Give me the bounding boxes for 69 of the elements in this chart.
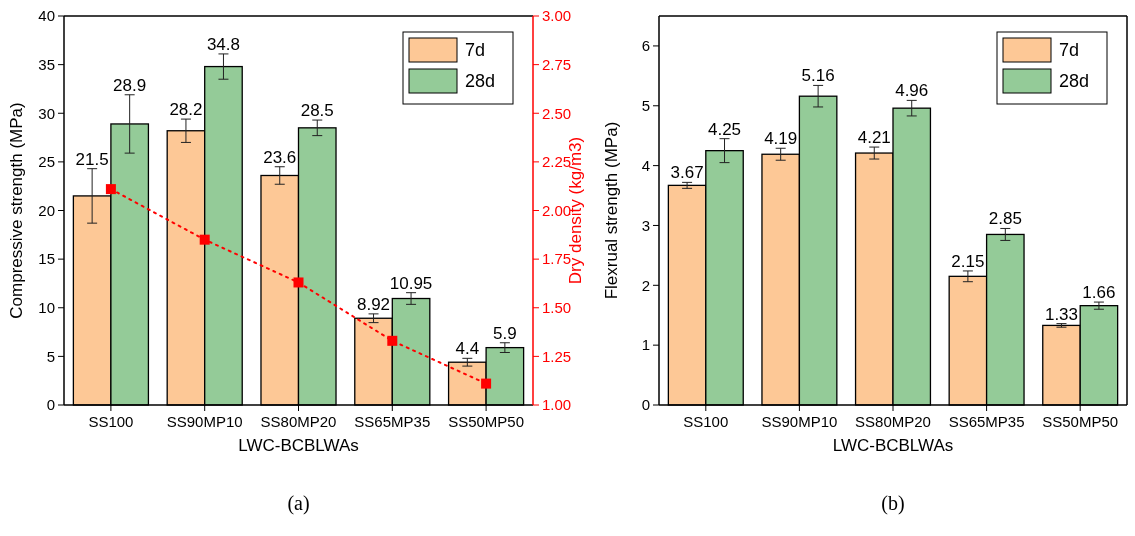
y-tick-label: 5 [46, 347, 55, 365]
data-label: 2.85 [988, 209, 1022, 229]
data-label: 21.5 [75, 149, 109, 169]
x-tick-label: SS100 [683, 413, 729, 430]
data-label: 5.16 [801, 66, 835, 86]
text: (a) [287, 492, 310, 515]
point [105, 184, 116, 195]
point [481, 378, 492, 389]
data-label: 4.96 [895, 81, 929, 101]
point [293, 277, 304, 288]
x-tick-label: SS90MP10 [166, 413, 243, 430]
x-tick-label: SS90MP10 [761, 413, 838, 430]
legend-label: 28d [465, 71, 496, 92]
data-label: 4.25 [707, 119, 742, 139]
x-tick-label: SS65MP35 [948, 413, 1025, 430]
data-label: 3.67 [670, 163, 704, 183]
x-tick-label: SS100 [88, 413, 134, 430]
data-label: 2.15 [951, 251, 985, 271]
y-tick-label: 4 [641, 156, 650, 174]
data-label: 28.5 [300, 101, 334, 121]
y2-tick-label: 2.50 [542, 104, 572, 122]
data-label: 4.19 [764, 129, 798, 149]
y-tick-label: 30 [38, 104, 55, 122]
x-tick-label: SS80MP20 [855, 413, 931, 430]
legend-label: 28d [1059, 71, 1090, 92]
y-tick-label: 2 [641, 276, 650, 294]
data-label: 1.33 [1044, 304, 1079, 324]
y-tick-label: 3 [641, 216, 650, 234]
legend-label: 7d [465, 40, 486, 61]
y-tick-label: 5 [641, 97, 650, 115]
y-tick-label: 1 [641, 336, 650, 354]
y-tick-label: 40 [38, 7, 55, 25]
data-label: 8.92 [356, 294, 391, 314]
data-label: 28.2 [169, 100, 203, 120]
y2-tick-label: 1.50 [542, 299, 572, 316]
y2-tick-label: 2.75 [542, 55, 572, 73]
data-label: 10.95 [389, 273, 433, 293]
legend-label: 7d [1059, 40, 1080, 61]
data-label: 5.9 [493, 323, 517, 343]
y2-tick-label: 3.00 [542, 7, 572, 25]
y-tick-label: 0 [641, 396, 650, 414]
y-tick-label: 15 [38, 250, 55, 268]
y-tick-label: 6 [641, 37, 650, 55]
y-axis-title: Compressive strength (MPa) [7, 102, 26, 319]
x-axis-title: LWC-BCBLWAs [238, 436, 359, 455]
point [199, 234, 210, 245]
data-label: 34.8 [206, 34, 241, 54]
y2-tick-label: 1.25 [542, 347, 572, 365]
x-tick-label: SS80MP20 [260, 413, 337, 430]
data-label: 28.9 [113, 75, 147, 95]
y2-tick-label: 1.75 [542, 250, 572, 268]
data-label: 4.21 [857, 128, 891, 148]
x-tick-label: SS50MP50 [448, 413, 525, 430]
point [387, 335, 398, 346]
y2-tick-label: 2.00 [542, 201, 572, 219]
data-label: 23.6 [263, 147, 297, 167]
y-tick-label: 0 [46, 396, 55, 414]
x-tick-label: SS65MP35 [354, 413, 431, 430]
x-axis-title: LWC-BCBLWAs [832, 436, 954, 455]
y2-tick-label: 1.00 [542, 396, 572, 414]
y-tick-label: 25 [38, 153, 55, 171]
x-tick-label: SS50MP50 [1042, 413, 1119, 430]
y-axis-title: Flexrual strength (MPa) [602, 121, 621, 300]
y-tick-label: 35 [38, 55, 55, 73]
y-tick-label: 20 [38, 201, 55, 219]
text: (b) [881, 492, 905, 515]
data-label: 1.66 [1082, 283, 1116, 303]
y-tick-label: 10 [38, 299, 55, 316]
data-label: 4.4 [455, 339, 480, 359]
